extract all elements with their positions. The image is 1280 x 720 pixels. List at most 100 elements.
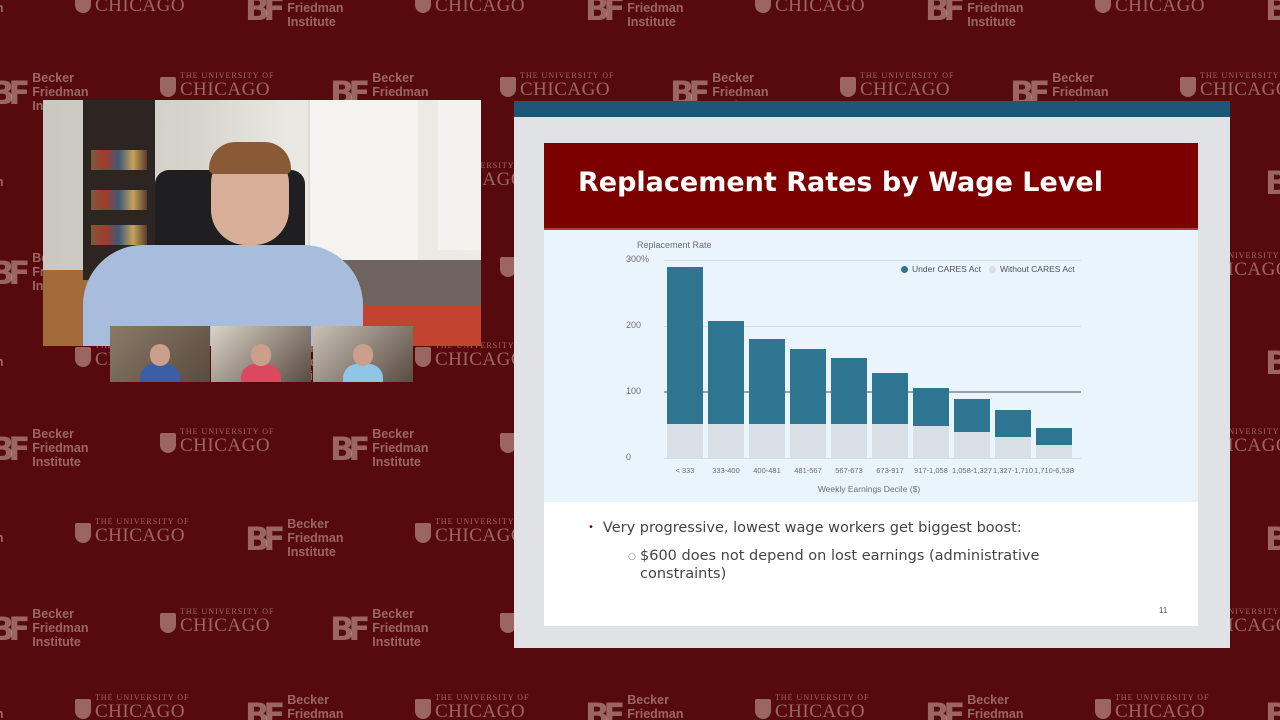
- door: [308, 100, 418, 260]
- bar-segment-without-cares: [913, 426, 949, 458]
- bar-segment-without-cares: [872, 424, 908, 458]
- main-speaker-video: [43, 100, 481, 346]
- shield-icon: [75, 699, 91, 719]
- x-tick-label: 673-917: [876, 466, 904, 475]
- shield-icon: [75, 0, 91, 13]
- gridline: [664, 458, 1081, 459]
- bar-segment-under-cares: [790, 349, 826, 425]
- shield-icon: [1095, 0, 1111, 13]
- slide-top-bar: [514, 101, 1230, 117]
- bf-mark-icon: BF: [330, 609, 370, 648]
- bar-chart: Replacement Rate Under CARES Act Without…: [544, 230, 1198, 502]
- participant-video-thumbnail[interactable]: [211, 326, 311, 382]
- shield-icon: [160, 613, 176, 633]
- bar-segment-without-cares: [995, 436, 1031, 458]
- bullet-item: • Very progressive, lowest wage workers g…: [588, 520, 1022, 536]
- shield-icon: [1095, 699, 1111, 719]
- legend-item-without-cares: Without CARES Act: [988, 264, 1075, 274]
- y-tick-label: 0: [626, 452, 632, 462]
- shield-icon: [415, 699, 431, 719]
- x-tick-label: 333-400: [712, 466, 740, 475]
- slide-title: Replacement Rates by Wage Level: [578, 167, 1103, 198]
- bf-mark-icon: BF: [925, 0, 965, 28]
- x-axis-label: Weekly Earnings Decile ($): [817, 484, 921, 494]
- x-tick-label: 917-1,058: [914, 466, 948, 475]
- chart-panel: Replacement Rate Under CARES Act Without…: [544, 230, 1198, 502]
- bar-segment-under-cares: [1036, 427, 1072, 445]
- speaker-hair: [209, 142, 291, 174]
- bf-mark-icon: BF: [925, 695, 965, 720]
- shield-icon: [500, 433, 516, 453]
- shield-icon: [75, 523, 91, 543]
- bf-mark-icon: BF: [245, 695, 285, 720]
- shield-icon: [160, 433, 176, 453]
- bar-segment-under-cares: [749, 338, 785, 424]
- bf-mark-icon: BF: [1265, 163, 1280, 202]
- bar-segment-under-cares: [667, 266, 703, 424]
- x-tick-label: 400-481: [753, 466, 781, 475]
- bf-mark-icon: BF: [245, 0, 285, 28]
- sub-bullet-item: ○ $600 does not depend on lost earnings (…: [628, 548, 1040, 582]
- shield-icon: [755, 699, 771, 719]
- x-tick-label: 481-567: [794, 466, 822, 475]
- shield-icon: [75, 347, 91, 367]
- participant-video-thumbnail[interactable]: [313, 326, 413, 382]
- bullet-icon: •: [588, 522, 594, 533]
- legend-dot-icon: [901, 265, 908, 273]
- shield-icon: [500, 257, 516, 277]
- bar-segment-without-cares: [790, 424, 826, 458]
- shield-icon: [415, 0, 431, 13]
- bf-mark-icon: BF: [245, 519, 285, 558]
- bf-mark-icon: BF: [330, 429, 370, 468]
- participant-video-thumbnail[interactable]: [110, 326, 210, 382]
- y-tick-label: 100: [626, 386, 642, 396]
- slide-title-banner: Replacement Rates by Wage Level: [544, 143, 1198, 230]
- bar-segment-under-cares: [872, 372, 908, 425]
- bf-mark-icon: BF: [1265, 519, 1280, 558]
- slide-page-number: 11: [1159, 606, 1168, 615]
- y-tick-label: 300%: [626, 254, 650, 264]
- shield-icon: [1180, 77, 1196, 97]
- gridline: [664, 326, 1081, 327]
- shield-icon: [500, 77, 516, 97]
- bf-mark-icon: BF: [1265, 0, 1280, 28]
- slide-bullets: • Very progressive, lowest wage workers g…: [544, 502, 1198, 626]
- shield-icon: [840, 77, 856, 97]
- bf-mark-icon: BF: [0, 73, 30, 112]
- bar-segment-without-cares: [831, 424, 867, 458]
- x-tick-label: 1,710-6,538: [1033, 466, 1075, 475]
- chart-legend: Under CARES Act Without CARES Act: [901, 264, 1075, 274]
- y-tick-label: 200: [626, 320, 642, 330]
- bar-segment-under-cares: [954, 398, 990, 432]
